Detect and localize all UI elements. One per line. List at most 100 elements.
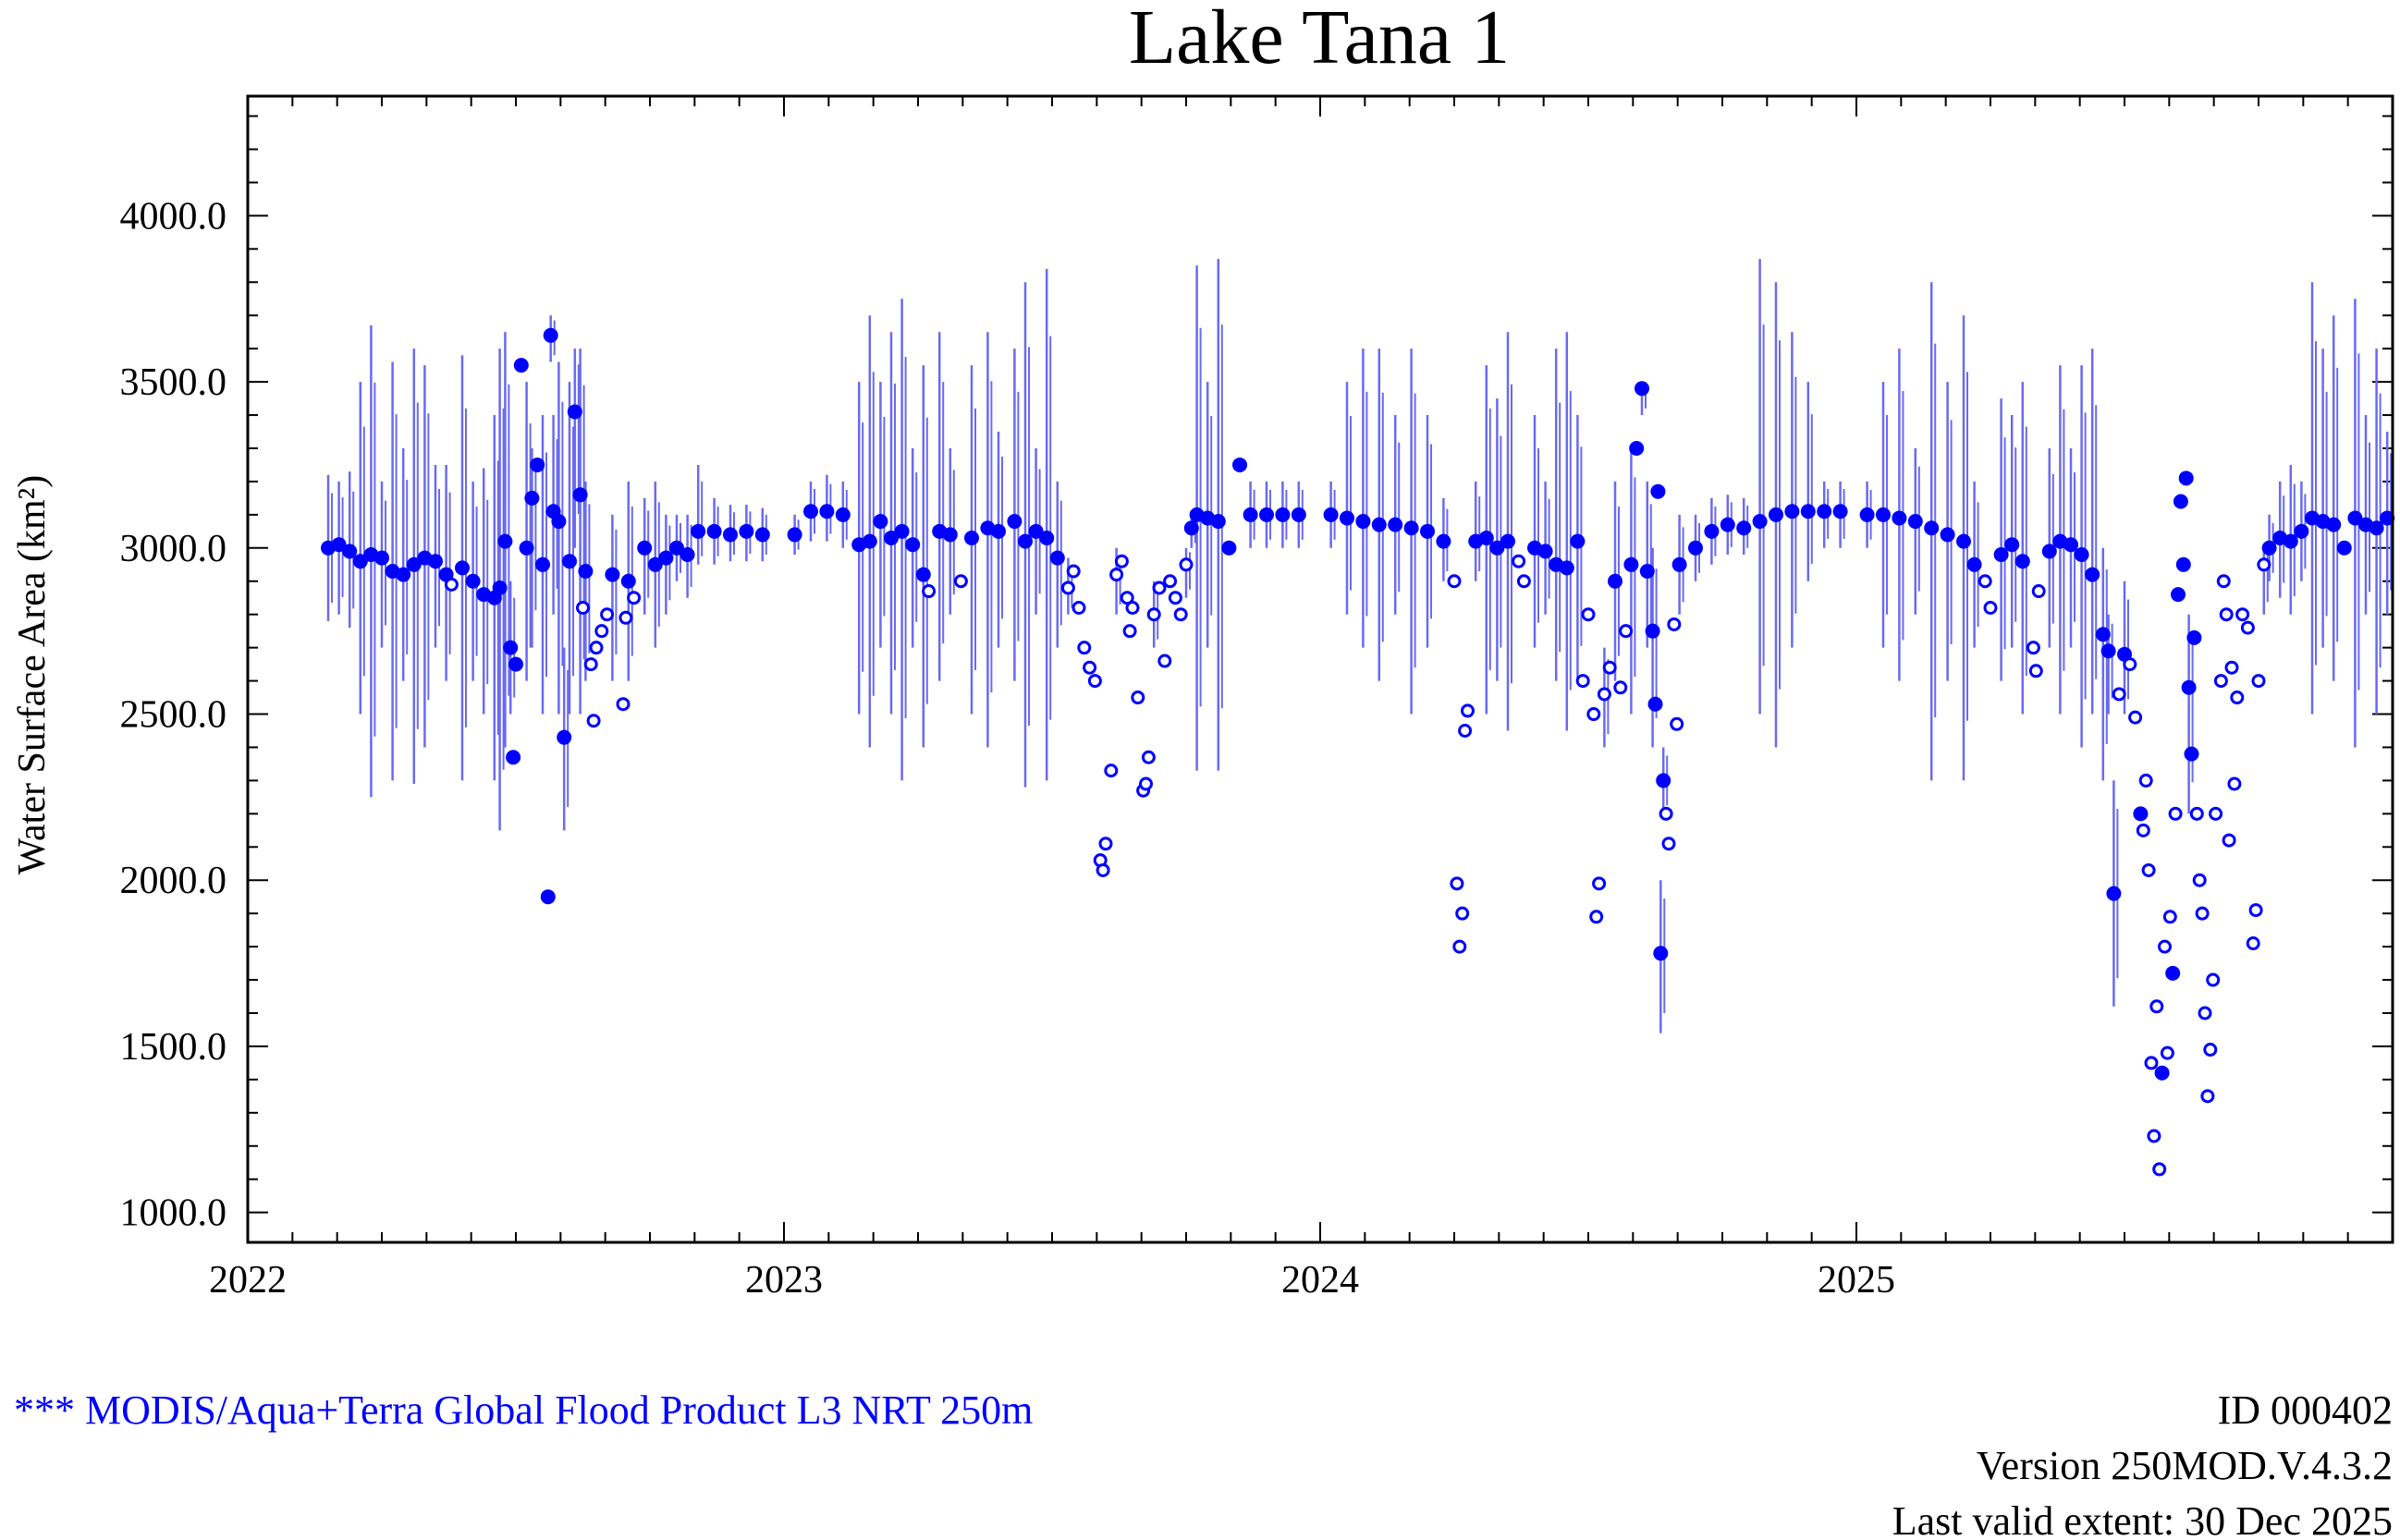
data-point-filled	[2380, 510, 2395, 526]
data-point-open	[2138, 773, 2153, 788]
data-point-open	[2026, 641, 2040, 655]
data-point-filled	[1028, 523, 1044, 539]
data-point-filled	[352, 554, 368, 569]
data-point-filled	[1800, 504, 1816, 519]
data-point-open	[2162, 910, 2177, 924]
data-point-open	[2136, 823, 2150, 837]
data-point-filled	[551, 514, 567, 530]
data-point-filled	[754, 527, 770, 543]
data-point-filled	[1403, 520, 1419, 536]
data-point-filled	[2171, 587, 2186, 603]
x-tick-label: 2023	[745, 1259, 823, 1302]
data-point-open	[1060, 581, 1075, 595]
data-point-filled	[578, 563, 594, 579]
data-point-filled	[2336, 540, 2352, 556]
plot-frame	[246, 94, 2394, 1244]
data-point-filled	[691, 523, 706, 539]
y-tick-labels: 1000.0 1500.0 2000.0 2500.0 3000.0 3500.0 4000…	[120, 195, 227, 1234]
data-point-filled	[1940, 527, 1955, 543]
data-point-filled	[2347, 510, 2363, 526]
data-point-open	[1109, 568, 1124, 582]
data-point-open	[1120, 591, 1134, 605]
data-point-open	[2152, 1162, 2167, 1177]
data-point-open	[589, 641, 604, 655]
data-point-filled	[1275, 507, 1291, 522]
data-point-filled	[503, 640, 519, 655]
data-point-filled	[1966, 556, 1982, 572]
data-point-filled	[1323, 507, 1339, 522]
data-point-filled	[1608, 573, 1622, 589]
data-point-filled	[2085, 567, 2100, 582]
data-point-filled	[2004, 537, 2020, 553]
data-point-open	[1597, 687, 1611, 702]
data-point-filled	[1645, 623, 1660, 639]
data-point-filled	[2106, 886, 2122, 901]
data-point-open	[2147, 1129, 2161, 1143]
data-point-filled	[1704, 523, 1720, 539]
data-point-open	[2248, 903, 2263, 918]
data-point-open	[953, 574, 968, 589]
data-point-open	[2141, 862, 2156, 877]
data-point-open	[2246, 936, 2260, 951]
data-point-filled	[513, 358, 529, 373]
data-point-open	[2189, 806, 2204, 821]
data-point-filled	[2063, 537, 2078, 553]
data-point-filled	[428, 554, 443, 569]
data-point-open	[2200, 1089, 2215, 1104]
data-point-open	[1083, 660, 1097, 675]
data-point-open	[1512, 554, 1526, 568]
data-point-open	[1661, 837, 1676, 851]
data-point-open	[2227, 776, 2242, 791]
data-point-filled	[342, 544, 358, 559]
data-point-open	[1516, 574, 1531, 589]
data-point-open	[2219, 607, 2234, 622]
data-point-filled	[1436, 533, 1451, 549]
data-point-open	[1122, 624, 1137, 639]
data-point-filled	[562, 554, 577, 569]
data-point-open	[2123, 657, 2137, 672]
data-point-open	[600, 607, 615, 622]
data-point-filled	[1183, 520, 1199, 536]
data-point-filled	[1956, 533, 1971, 549]
data-point-filled	[572, 487, 588, 503]
data-point-open	[1575, 674, 1590, 689]
data-point-open	[2158, 939, 2172, 954]
data-point-open	[2149, 999, 2164, 1014]
data-point-filled	[637, 540, 653, 556]
data-point-open	[1592, 876, 1607, 891]
data-point-open	[1581, 607, 1596, 622]
data-point-open	[2144, 1056, 2159, 1070]
data-point-filled	[1039, 531, 1055, 546]
data-point-open	[2257, 557, 2271, 572]
data-point-filled	[1650, 483, 1666, 499]
data-point-filled	[723, 527, 738, 543]
data-point-filled	[647, 556, 663, 572]
data-point-filled	[1500, 533, 1515, 549]
data-point-filled	[1653, 946, 1669, 961]
data-point-filled	[1018, 533, 1033, 549]
data-point-open	[1983, 601, 1998, 616]
data-point-open	[1066, 564, 1081, 579]
data-point-filled	[1623, 556, 1639, 572]
data-point-open	[1104, 764, 1119, 778]
x-tick-labels: 2022 2023 2024 2025	[209, 1259, 1895, 1302]
data-point-filled	[1259, 507, 1274, 522]
data-point-filled	[1291, 507, 1306, 522]
data-point-filled	[1639, 563, 1655, 579]
data-point-open	[1461, 703, 1475, 718]
data-point-filled	[658, 550, 674, 566]
data-point-filled	[1876, 507, 1891, 522]
data-point-filled	[1647, 696, 1663, 712]
data-point-open	[618, 610, 633, 625]
data-point-filled	[540, 889, 556, 905]
y-tick-label: 2500.0	[120, 694, 227, 737]
data-point-filled	[2074, 547, 2089, 562]
data-point-open	[1141, 750, 1156, 764]
data-point-filled	[1489, 540, 1505, 556]
data-point-open	[1125, 601, 1140, 616]
data-point-filled	[2014, 554, 2030, 569]
data-point-filled	[1784, 504, 1800, 519]
data-point-filled	[1629, 440, 1645, 456]
data-point-filled	[2294, 523, 2309, 539]
